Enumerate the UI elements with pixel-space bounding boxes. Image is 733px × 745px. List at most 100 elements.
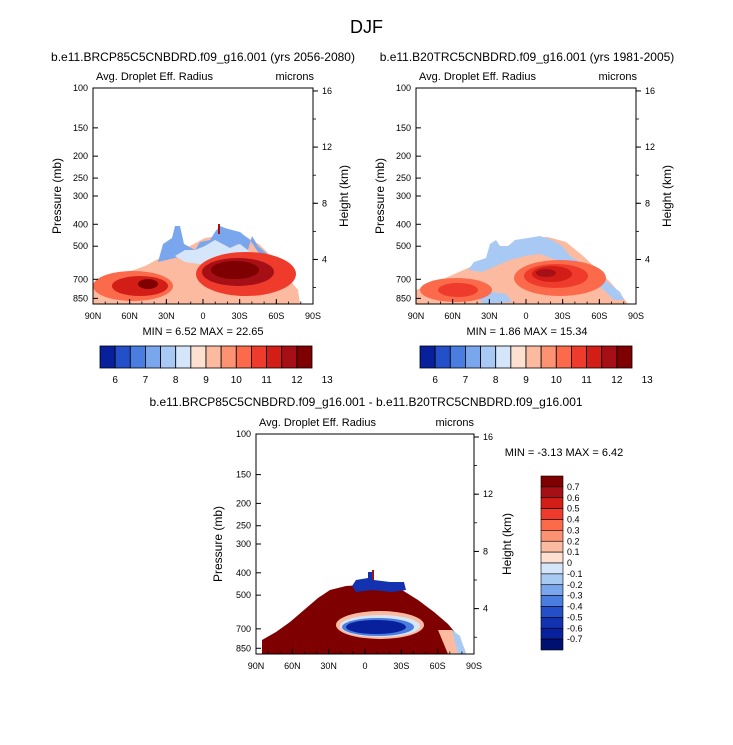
y-right-tick-label: 8 [322,198,327,208]
panel-1-field-max [211,261,259,279]
colorbar-swatch [175,345,192,369]
y-tick-label: 250 [236,521,251,531]
x-tick-label: 60S [591,311,607,321]
x-tick-label: 0 [362,661,367,671]
colorbar-label: 8 [493,375,499,386]
y-tick-label: 400 [236,568,251,578]
y-tick-label: 150 [396,123,411,133]
x-tick-label: 0 [523,311,528,321]
colorbar-swatch [540,617,564,629]
y-tick-label: 700 [73,274,88,284]
colorbar-swatch [601,345,618,369]
colorbar-label: 7 [143,375,149,386]
panel-1-axes: 90N 60N 30N 0 30S 60S 90S 100 150 200 250 300 400 500… [73,83,332,321]
y-right-tick-label: 4 [645,254,650,264]
x-tick-label: 60S [268,311,284,321]
colorbar-label: 8 [173,375,179,386]
y-tick-label: 850 [396,293,411,303]
colorbar-swatch [540,551,564,564]
panel-3-ylabel: Pressure (mb) [211,506,225,582]
colorbar-swatch [114,345,131,369]
y-tick-label: 100 [73,83,88,93]
colorbar-label: 13 [322,375,334,386]
colorbar-swatch [540,345,557,369]
y-tick-label: 400 [396,219,411,229]
colorbar-swatch [205,345,222,369]
colorbar-label: 0.5 [567,504,580,514]
panel-3-colorbar: 0.70.60.50.40.30.20.10-0.1-0.2-0.3-0.4-0… [540,475,583,651]
colorbar-swatch [555,345,572,369]
panel-1-variable: Avg. Droplet Eff. Radius [96,71,213,83]
colorbar-label: -0.5 [567,612,583,622]
colorbar-swatch [616,345,633,369]
panel-2-ylabel: Pressure (mb) [373,158,387,234]
colorbar-label: -0.1 [567,569,583,579]
colorbar-swatch [540,508,564,520]
colorbar-label: 11 [261,375,272,386]
panel-3-stats: MIN = -3.13 MAX = 6.42 [505,447,624,459]
y-tick-label: 400 [73,219,88,229]
colorbar-swatch [540,584,564,596]
colorbar-label: -0.7 [567,634,583,644]
y-right-tick-label: 8 [645,198,650,208]
colorbar-label: 12 [291,375,303,386]
y-right-tick-label: 16 [483,432,493,442]
colorbar-label: 0 [567,558,572,568]
y-right-tick-label: 16 [322,86,332,96]
panel-3-field-edge-blue [452,630,466,654]
colorbar-swatch [540,497,564,509]
y-right-tick-label: 12 [645,142,655,152]
x-tick-label: 90N [248,661,265,671]
x-tick-label: 90S [628,311,644,321]
colorbar-label: -0.3 [567,591,583,601]
y-right-tick-label: 16 [645,86,655,96]
y-tick-label: 100 [396,83,411,93]
panel-3-field-negative-core [346,620,406,634]
page-title: DJF [350,17,383,37]
panel-2-field-core-left [438,283,478,297]
colorbar-swatch [540,486,564,499]
colorbar-swatch [525,345,542,369]
colorbar-swatch [540,606,564,618]
colorbar-swatch [540,562,564,575]
panel-3-units: microns [435,417,474,429]
x-tick-label: 30N [481,311,498,321]
colorbar-label: 7 [463,375,469,386]
y-tick-label: 700 [396,274,411,284]
colorbar-label: 0.2 [567,536,580,546]
y-tick-label: 200 [396,151,411,161]
colorbar-swatch [540,627,564,640]
colorbar-label: 10 [231,375,243,386]
colorbar-swatch [510,345,527,369]
panel-1: b.e11.BRCP85C5CNBDRD.f09_g16.001 (yrs 20… [50,50,355,386]
panel-1-colorbar: 6 7 8 9 10 11 12 13 [99,345,334,386]
colorbar-swatch [190,345,207,369]
colorbar-label: -0.2 [567,580,583,590]
colorbar-swatch [540,475,564,488]
colorbar-label: 10 [551,375,563,386]
panel-3-field [262,570,466,654]
panel-1-field-spike [218,224,220,234]
y-right-tick-label: 12 [322,142,332,152]
y-tick-label: 150 [73,123,88,133]
colorbar-label: 0.7 [567,482,580,492]
colorbar-swatch [540,530,564,542]
y-right-tick-label: 12 [483,489,493,499]
panel-3-ylabel-right: Height (km) [500,513,514,575]
x-tick-label: 30S [555,311,571,321]
colorbar-label: -0.4 [567,602,583,612]
colorbar-swatch [160,345,177,369]
colorbar-label: 6 [112,375,118,386]
y-tick-label: 300 [73,191,88,201]
panel-2-variable: Avg. Droplet Eff. Radius [419,71,536,83]
colorbar-swatch [540,573,564,586]
panel-3-axes: 90N 60N 30N 0 30S 60S 90S 100 150 200 250 300 400 500… [236,429,493,671]
colorbar-label: 0.3 [567,525,580,535]
panel-1-units: microns [275,71,314,83]
y-tick-label: 850 [73,293,88,303]
x-tick-label: 60S [430,661,446,671]
y-tick-label: 500 [236,590,251,600]
y-right-tick-label: 4 [483,604,488,614]
panel-2-colorbar: 6 7 8 9 10 11 12 13 [419,345,653,386]
y-tick-label: 250 [73,173,88,183]
